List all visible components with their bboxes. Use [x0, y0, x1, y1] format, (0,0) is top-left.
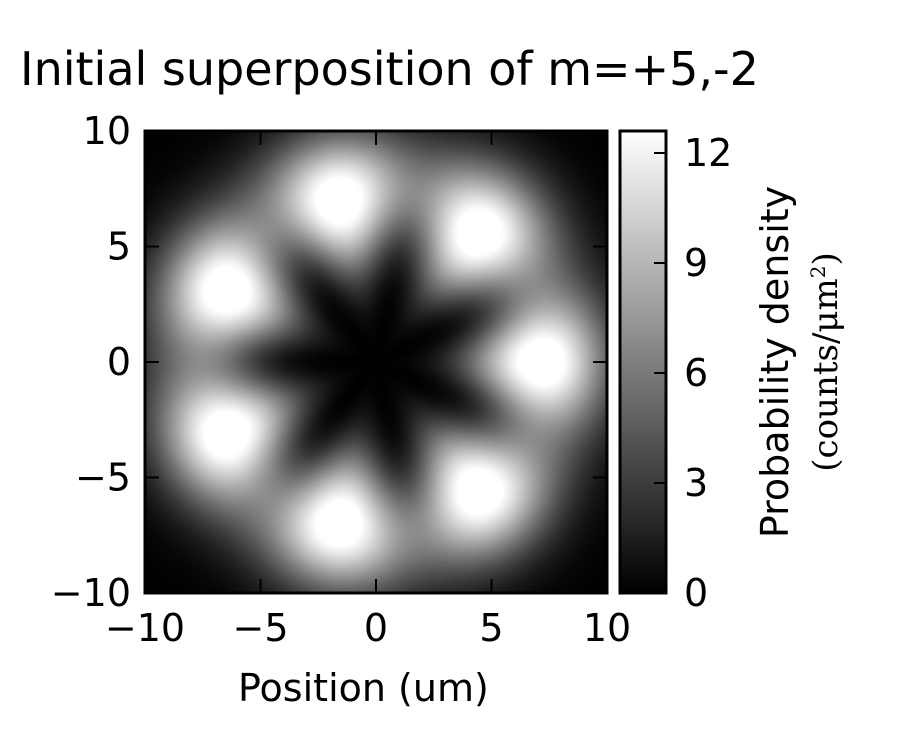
x-tick-label: 10 [583, 606, 631, 650]
x-axis-label: Position (um) [238, 666, 489, 710]
y-axis-ticks: −10 −5 0 5 10 [51, 109, 607, 615]
colorbar-tick-label: 6 [684, 351, 708, 395]
colorbar-unit: (counts/μm2) [806, 252, 846, 471]
colorbar-tick-label: 3 [684, 461, 708, 505]
heatmap-image-container [145, 131, 607, 593]
colorbar-label: Probability density [753, 185, 797, 539]
colorbar-tick-label: 0 [684, 571, 708, 615]
x-tick-label: 5 [479, 606, 503, 650]
y-tick-label: 5 [107, 225, 131, 269]
colorbar-tick-label: 12 [684, 131, 732, 175]
x-tick-label: −5 [232, 606, 288, 650]
x-axis-ticks: −10 −5 0 5 10 [105, 131, 631, 650]
colorbar-ticks: 0 3 6 9 12 [654, 131, 732, 615]
x-tick-label: −10 [105, 606, 185, 650]
y-tick-label: 10 [83, 109, 131, 153]
colorbar-tick-label: 9 [684, 241, 708, 285]
colorbar-frame [618, 129, 668, 595]
colorbar-gradient [620, 131, 666, 593]
colorbar-unit-text: (counts/μm [806, 278, 847, 472]
y-tick-label: −5 [75, 456, 131, 500]
x-tick-label: 0 [364, 606, 388, 650]
density-heatmap [145, 131, 607, 593]
y-tick-label: −10 [51, 571, 131, 615]
colorbar-unit-close: ) [806, 252, 847, 266]
y-tick-label: 0 [107, 340, 131, 384]
chart-title: Initial superposition of m=+5,-2 [20, 42, 759, 96]
colorbar-unit-exponent: 2 [805, 265, 830, 279]
